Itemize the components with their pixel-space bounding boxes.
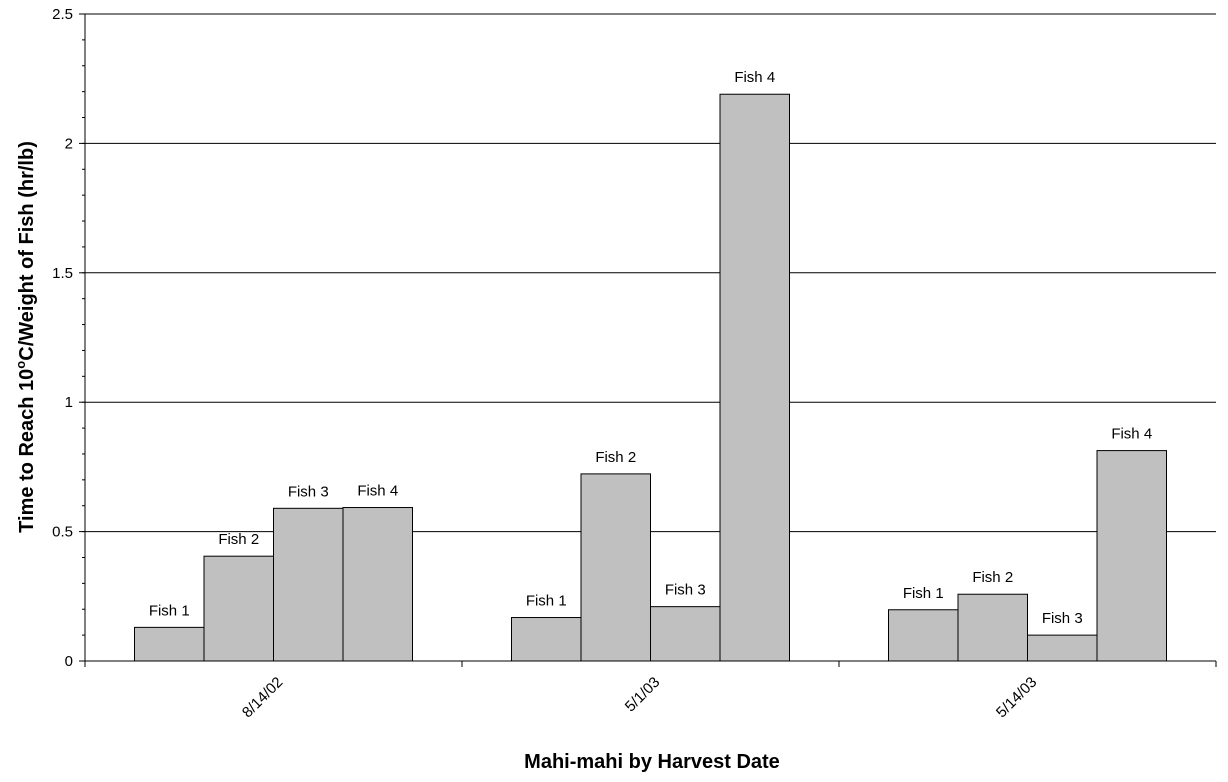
bar-data-label: Fish 2 — [595, 449, 636, 466]
bar — [889, 610, 959, 661]
y-axis-title-part-1: Time to Reach 10 — [16, 369, 38, 533]
x-tick-label: 5/1/03 — [622, 674, 664, 716]
bar-data-label: Fish 1 — [149, 602, 190, 619]
bar-data-label: Fish 1 — [903, 585, 944, 602]
bar-data-label: Fish 1 — [526, 593, 567, 610]
bar — [720, 94, 790, 661]
bar — [204, 556, 274, 661]
bar — [1028, 635, 1098, 661]
bar-data-label: Fish 2 — [972, 569, 1013, 586]
bar-data-label: Fish 4 — [357, 483, 398, 500]
grid-lines — [85, 14, 1216, 532]
bar — [135, 627, 205, 661]
bar-data-label: Fish 3 — [288, 483, 329, 500]
bar-data-label: Fish 4 — [734, 69, 775, 86]
bar-data-label: Fish 4 — [1111, 426, 1152, 443]
bar — [274, 508, 344, 661]
bar-data-label: Fish 2 — [218, 531, 259, 548]
bar-data-label: Fish 3 — [665, 582, 706, 599]
y-tick-label: 2.5 — [52, 6, 73, 23]
y-tick-label: 1 — [65, 394, 73, 411]
y-tick-label: 0 — [65, 653, 73, 670]
y-axis-title: Time to Reach 10oC/Weight of Fish (hr/lb… — [13, 141, 38, 533]
bar-data-label: Fish 3 — [1042, 610, 1083, 627]
bar — [512, 618, 582, 661]
y-axis-title-degree: o — [13, 361, 28, 369]
bar — [343, 508, 413, 661]
bar — [1097, 451, 1167, 661]
y-tick-label: 0.5 — [52, 524, 73, 541]
y-tick-label: 2 — [65, 135, 73, 152]
y-axis-title-part-2: C/Weight of Fish (hr/lb) — [16, 141, 38, 361]
x-axis-title: Mahi-mahi by Harvest Date — [524, 751, 780, 773]
bar — [651, 607, 721, 661]
x-tick-label: 5/14/03 — [993, 674, 1040, 721]
bar — [581, 474, 651, 661]
bar — [958, 594, 1028, 661]
x-tick-label: 8/14/02 — [239, 674, 286, 721]
y-tick-label: 1.5 — [52, 265, 73, 282]
